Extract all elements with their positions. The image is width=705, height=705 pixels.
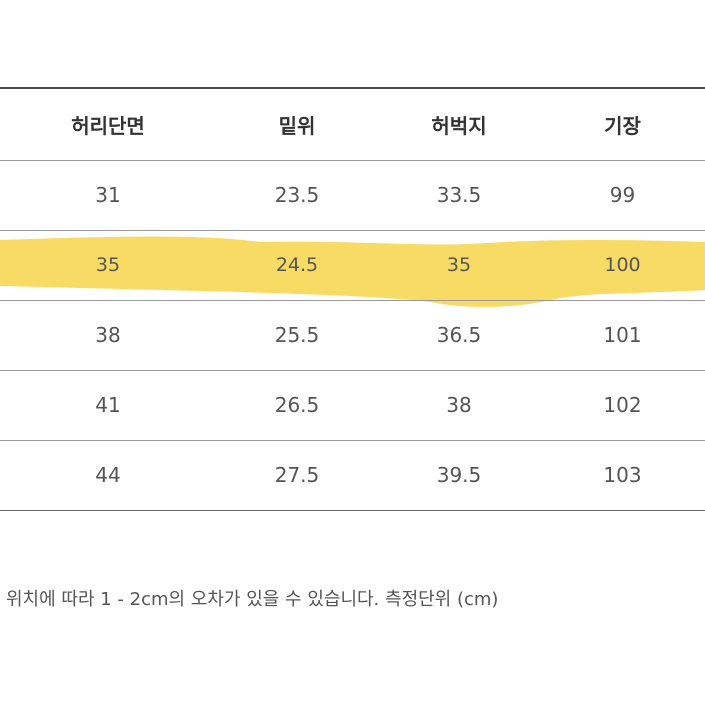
cell-thigh: 38: [446, 393, 472, 417]
cell-waist: 44: [95, 463, 121, 487]
header-row: 허리단면 밑위 허벅지 기장: [0, 88, 705, 160]
header-length: 기장: [604, 113, 641, 138]
cell-length: 99: [609, 183, 636, 207]
cell-rise: 27.5: [274, 463, 320, 487]
cell-length: 102: [603, 393, 642, 417]
cell-length: 101: [603, 323, 642, 347]
cell-rise: 24.5: [275, 254, 319, 276]
cell-waist: 41: [95, 393, 121, 417]
cell-rise: 25.5: [274, 323, 320, 347]
table-row-highlighted: 35 24.5 35 100: [0, 230, 705, 300]
cell-thigh: 35: [446, 254, 472, 276]
cell-length: 100: [604, 254, 641, 276]
measurement-note: 위치에 따라 1 - 2cm의 오차가 있을 수 있습니다. 측정단위 (cm): [6, 589, 499, 610]
header-rise: 밑위: [278, 113, 316, 138]
cell-rise: 26.5: [274, 393, 320, 417]
header-thigh: 허벅지: [431, 113, 487, 138]
cell-rise: 23.5: [274, 183, 320, 207]
table-row: 44 27.5 39.5 103: [0, 440, 705, 510]
size-table: 허리단면 밑위 허벅지 기장 31 23.5 33.5 99 35 24.5 3…: [0, 87, 705, 511]
header-waist: 허리단면: [71, 113, 145, 138]
table-row: 38 25.5 36.5 101: [0, 300, 705, 370]
table-row: 31 23.5 33.5 99: [0, 160, 705, 230]
table-row: 41 26.5 38 102: [0, 370, 705, 440]
cell-thigh: 33.5: [436, 183, 482, 207]
cell-waist: 35: [95, 254, 121, 276]
cell-length: 103: [603, 463, 642, 487]
cell-thigh: 39.5: [436, 463, 482, 487]
cell-waist: 38: [95, 323, 121, 347]
cell-thigh: 36.5: [436, 323, 482, 347]
cell-waist: 31: [95, 183, 121, 207]
